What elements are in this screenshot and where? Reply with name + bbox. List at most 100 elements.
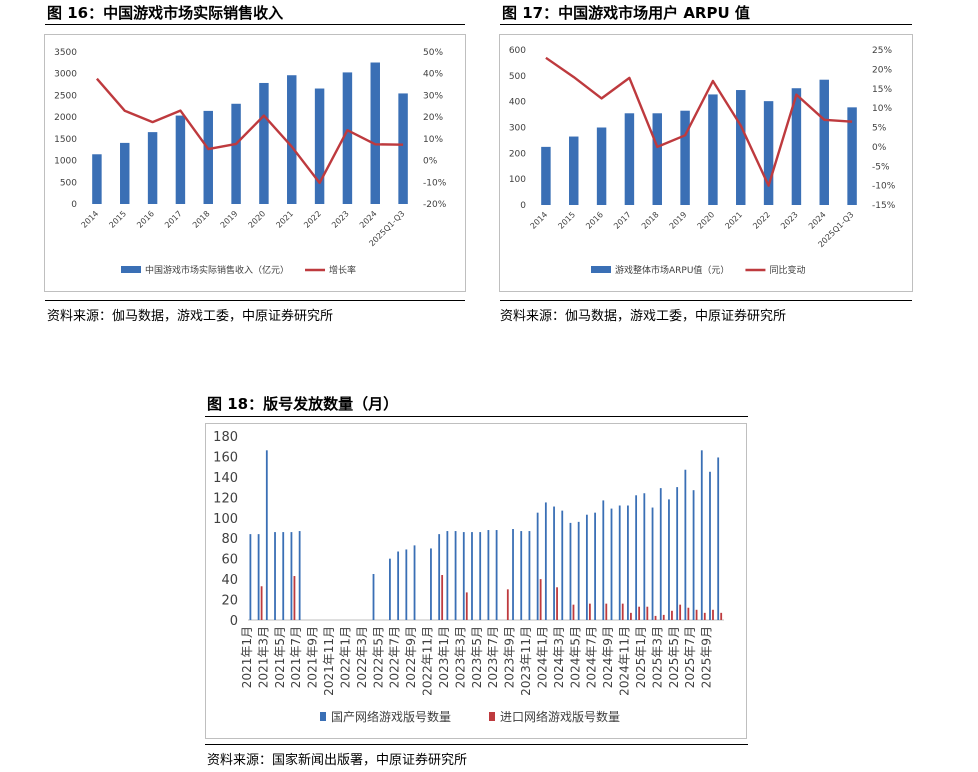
fig18-bar-import (260, 586, 263, 620)
fig18-xtick: 2022年11月 (421, 626, 435, 696)
fig18-xtick: 2023年5月 (470, 626, 484, 688)
fig16-xtick: 2017 (163, 209, 184, 230)
fig16-line (95, 77, 404, 185)
fig18-bar-domestic (700, 450, 703, 620)
fig18-ytick: 60 (221, 553, 238, 568)
fig16-xtick: 2023 (330, 209, 351, 230)
fig18-bar-domestic (454, 531, 457, 620)
fig18-source-rule (205, 744, 748, 745)
fig18-bar-domestic (397, 551, 400, 620)
fig16-xtick: 2014 (80, 209, 101, 230)
fig18-ytick: 140 (213, 471, 238, 486)
fig16-ytick-right: 0% (423, 157, 438, 167)
fig17-ytick-left: 300 (509, 124, 526, 134)
fig16-title-rule (45, 24, 465, 25)
fig18-xtick: 2023年9月 (503, 626, 517, 688)
fig16-ytick-left: 1500 (54, 135, 77, 145)
fig16-chart: 0 500 1000 1500 2000 2500 3000 3500 -20% -10% 0% 10… (54, 48, 447, 276)
fig18-bar-import (588, 603, 591, 620)
fig17-ytick-right: 10% (872, 104, 892, 114)
fig18-bar-domestic (561, 510, 564, 620)
fig18-bar-import (556, 587, 558, 620)
fig16-ytick-right: 20% (423, 113, 443, 123)
fig18-bar-domestic (462, 532, 465, 620)
fig18-xtick: 2021年7月 (289, 626, 303, 688)
fig16-xtick: 2016 (135, 209, 156, 230)
fig18-bar-domestic (585, 514, 588, 620)
fig17-ytick-right: 5% (872, 124, 887, 134)
fig18-xtick: 2022年5月 (371, 626, 385, 688)
fig17-xtick: 2017 (612, 210, 633, 231)
fig18-bar-domestic (651, 507, 654, 620)
fig18-bar-domestic (405, 549, 408, 620)
fig18-ytick: 80 (221, 532, 238, 547)
fig18-legend-domestic-label: 国产网络游戏版号数量 (331, 709, 451, 724)
fig17-ytick-right: -5% (872, 162, 890, 172)
fig16-panel: 0 500 1000 1500 2000 2500 3000 3500 -20% -10% 0% 10… (44, 34, 466, 292)
fig16-ytick-right: 30% (423, 91, 443, 101)
fig16-xtick: 2019 (219, 209, 240, 230)
fig18-xtick: 2023年3月 (453, 626, 467, 688)
fig17-xtick: 2015 (556, 210, 577, 231)
fig16-bar (398, 93, 408, 204)
fig18-bar-domestic (528, 531, 531, 620)
fig16-ytick-right: 10% (423, 135, 443, 145)
fig18-bar-domestic (298, 531, 301, 620)
fig18-bar-domestic (659, 488, 662, 620)
fig16-bar (120, 142, 130, 204)
fig17-ytick-left: 400 (509, 98, 526, 108)
fig18-legend-domestic-swatch (320, 712, 326, 721)
fig16-xtick: 2018 (191, 209, 212, 230)
fig18-bar-domestic (512, 529, 514, 620)
fig18-bar-import (465, 592, 468, 620)
fig18-bar-domestic (676, 487, 679, 620)
fig17-ytick-right: 25% (872, 46, 892, 56)
fig18-bar-import (506, 589, 509, 620)
fig17-bar (847, 107, 857, 205)
fig17-bar (541, 146, 551, 205)
fig18-bar-domestic (553, 506, 555, 620)
fig18-bar-import (572, 604, 575, 620)
fig18-ytick: 180 (213, 430, 238, 445)
fig18-bar-import (621, 603, 624, 620)
fig17-xtick: 2020 (696, 210, 717, 231)
fig18-bar-import (671, 610, 673, 620)
fig16-xtick: 2015 (107, 209, 128, 230)
fig17-xtick: 2014 (529, 210, 550, 231)
fig18-legend-import-label: 进口网络游戏版号数量 (500, 709, 620, 724)
fig18-xtick: 2024年11月 (618, 626, 632, 696)
fig16-ytick-left: 3000 (54, 70, 77, 80)
fig18-xtick: 2024年1月 (535, 626, 549, 688)
fig18-bar-import (720, 612, 723, 620)
fig18-bar-domestic (471, 532, 473, 620)
fig18-bar-domestic (413, 545, 416, 620)
fig18-bar-import (539, 579, 542, 620)
fig18-bar-domestic (438, 534, 441, 620)
fig18-bar-domestic (290, 532, 293, 620)
fig18-xtick: 2023年1月 (437, 626, 451, 688)
fig18-xtick: 2022年1月 (338, 626, 352, 688)
fig17-panel: 0 100 200 300 400 500 600 -15% -10% -5% 0% 5% 10% 15%… (499, 34, 913, 292)
fig18-bar-domestic (610, 508, 613, 620)
fig17-ytick-left: 600 (509, 46, 526, 56)
fig17-source: 资料来源：伽马数据，游戏工委，中原证券研究所 (500, 309, 787, 324)
fig17-ytick-right: -15% (872, 201, 896, 211)
fig17-ytick-right: 15% (872, 85, 892, 95)
fig18-xtick: 2022年3月 (355, 626, 369, 688)
fig18-source: 资料来源：国家新闻出版署，中原证券研究所 (207, 753, 468, 768)
fig18-xtick: 2025年1月 (634, 626, 648, 688)
fig18-bar-domestic (536, 512, 539, 620)
fig16-legend-line-label: 增长率 (329, 264, 356, 276)
fig18-xtick: 2024年3月 (552, 626, 566, 688)
fig16-bar (175, 115, 186, 204)
fig17-bar (569, 136, 579, 205)
fig18-bar-domestic (487, 530, 490, 620)
fig18-bar-domestic (265, 450, 268, 620)
fig17-ytick-left: 100 (509, 175, 526, 185)
fig16-bar (203, 110, 213, 204)
fig18-bar-import (293, 576, 296, 620)
fig17-xtick: 2021 (723, 210, 744, 231)
fig17-xtick: 2016 (584, 210, 605, 231)
fig16-ytick-left: 0 (71, 200, 77, 210)
